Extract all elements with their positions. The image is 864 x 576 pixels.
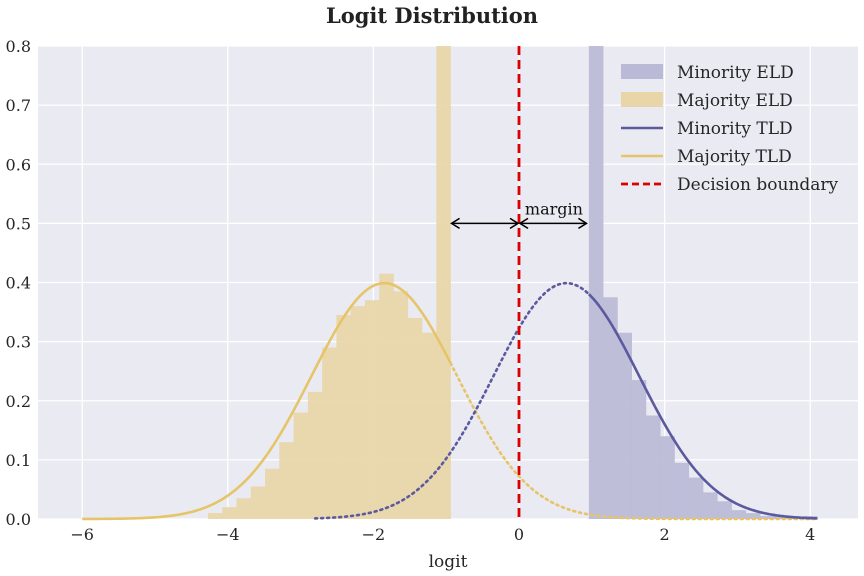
majority-eld-bar [307,391,323,519]
margin-arrow-head [578,217,588,230]
chart-title: Logit Distribution [326,3,538,28]
legend-label-decision-boundary: Decision boundary [677,175,839,195]
minority-eld-bar [645,415,661,519]
y-tick-label: 0.1 [6,451,31,470]
majority-eld-bar [393,291,409,519]
margin-label: margin [525,200,583,219]
majority-eld-bar [364,300,380,519]
minority-tld-line [587,293,818,520]
minority-eld-bar [603,297,618,519]
y-tick-label: 0.7 [6,96,31,115]
minority-eld-bar [588,46,604,519]
majority-eld-bar [222,507,237,519]
y-tick-label: 0.5 [6,214,31,233]
minority-eld-bar [703,492,718,519]
minority-eld-bar [631,380,647,519]
minority-eld-bar [745,513,761,519]
majority-eld-bar [322,347,337,519]
margin-arrow-head [509,217,520,230]
y-tick-label: 0.2 [6,392,31,411]
minority-tld-dotted [313,281,591,520]
legend-swatch-majority-eld [621,92,663,107]
legend-label-minority-tld: Minority TLD [677,119,793,139]
legend-label-majority-eld: Majority ELD [677,91,793,111]
minority-eld-bar [774,516,789,519]
y-tick-label: 0.6 [6,155,31,174]
majority-eld-bar [422,332,437,519]
legend-label-minority-eld: Minority ELD [677,63,794,83]
x-tick-label: −4 [216,525,240,544]
majority-eld-bar [379,273,394,519]
y-tick-label: 0.3 [6,333,31,352]
minority-eld-bar [717,501,732,519]
majority-eld-bar [207,513,223,519]
majority-eld-bar [407,317,423,519]
minority-eld-histogram [588,46,818,519]
minority-eld-bar [688,477,704,519]
y-tick-label: 0.0 [6,510,31,529]
margin-arrow-head [518,217,529,230]
x-tick-label: −6 [70,525,94,544]
majority-tld-dotted [449,361,819,521]
legend-swatch-minority-eld [621,64,663,79]
minority-eld-bar [660,436,675,519]
legend-label-majority-tld: Majority TLD [677,147,792,167]
majority-eld-bar [250,486,266,519]
majority-eld-histogram [207,46,451,519]
y-tick-label: 0.4 [6,274,31,293]
x-tick-label: 4 [805,525,815,544]
margin-arrow-head [450,217,460,230]
x-tick-label: 2 [660,525,670,544]
majority-eld-bar [350,306,366,519]
x-tick-label: −2 [362,525,386,544]
majority-eld-bar [236,498,252,519]
majority-eld-bar [279,442,294,519]
majority-eld-bar [336,315,351,519]
margin-annotation: margin [450,200,588,230]
majority-eld-bar [436,46,451,519]
tld-curves [82,281,819,521]
legend: Minority ELD Majority ELD Minority TLD M… [621,63,839,195]
x-tick-label: 0 [514,525,524,544]
x-axis-label: logit [429,552,468,572]
majority-eld-bar [265,468,280,519]
y-tick-label: 0.8 [6,37,31,56]
minority-eld-bar [617,332,632,519]
axis-ticks: −6 −4 −2 0 2 4 0.0 0.1 0.2 0.3 0.4 0.5 0.6 0.7 0.8 [6,37,816,544]
minority-eld-bar [731,510,747,519]
majority-tld-line [82,281,452,521]
majority-eld-bar [293,412,309,519]
minority-eld-bar [674,462,690,519]
minority-eld-bar [760,516,775,519]
